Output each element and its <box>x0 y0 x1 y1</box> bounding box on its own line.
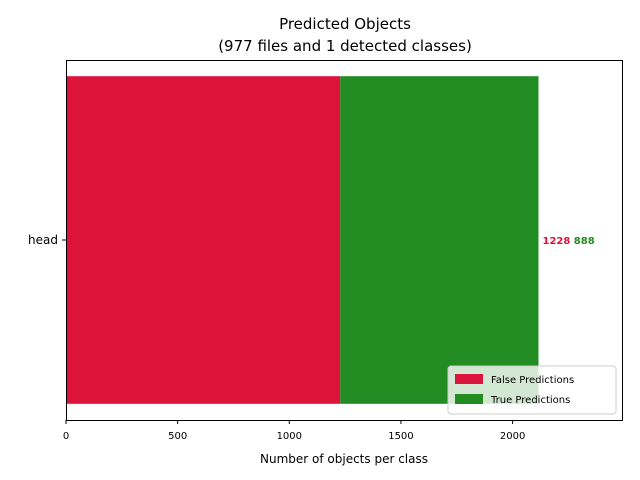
x-tick-label: 500 <box>168 431 187 442</box>
chart-subtitle: (977 files and 1 detected classes) <box>218 37 472 55</box>
legend: False Predictions True Predictions <box>447 365 617 415</box>
legend-swatch <box>455 374 483 384</box>
x-axis-label: Number of objects per class <box>260 452 428 466</box>
x-tick-label: 1000 <box>277 431 302 442</box>
x-tick-label: 0 <box>63 431 69 442</box>
chart-title: Predicted Objects <box>279 15 411 33</box>
bar-head-1 <box>340 76 539 404</box>
x-tick-label: 2000 <box>500 431 525 442</box>
x-axis: 0 500 1000 1500 2000 <box>63 420 525 442</box>
bars-layer <box>66 76 539 404</box>
plot-frame <box>66 60 623 421</box>
legend-label: True Predictions <box>490 395 570 406</box>
data-labels: 1228 888 <box>542 236 594 247</box>
data-label-part: 1228 <box>542 236 570 247</box>
legend-swatch <box>455 394 483 404</box>
legend-frame <box>447 365 617 415</box>
legend-label: False Predictions <box>491 375 574 386</box>
y-tick-label: head <box>28 233 58 247</box>
data-label-part: 888 <box>570 236 594 247</box>
y-axis: head <box>28 233 66 247</box>
x-tick-label: 1500 <box>388 431 413 442</box>
bar-head-0 <box>66 76 341 404</box>
data-label: 1228 888 <box>542 236 594 247</box>
